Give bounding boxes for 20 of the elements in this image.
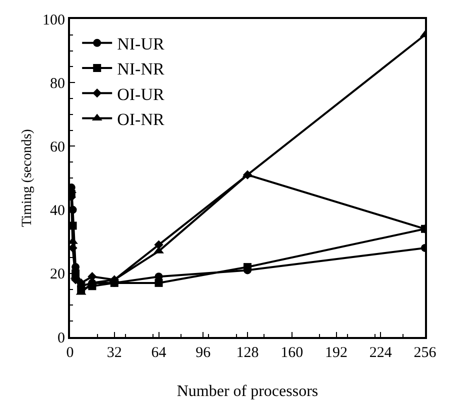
legend-label: NI-NR — [117, 60, 165, 79]
y-tick-label: 100 — [42, 12, 65, 28]
legend-label: OI-NR — [117, 110, 165, 129]
y-tick-label: 80 — [50, 76, 65, 92]
x-tick-label: 224 — [369, 345, 392, 361]
x-axis-title: Number of processors — [176, 383, 318, 400]
x-tick-label: 192 — [325, 345, 348, 361]
y-tick-label: 60 — [50, 139, 65, 156]
y-tick-label: 20 — [50, 266, 65, 283]
legend-label: OI-UR — [117, 84, 165, 104]
legend-label: NI-UR — [117, 34, 165, 54]
x-tick-label: 32 — [106, 345, 122, 361]
x-tick-label: 128 — [236, 345, 259, 361]
x-tick-label: 64 — [151, 345, 167, 361]
x-tick-label: 256 — [414, 345, 437, 361]
y-tick-label: 40 — [50, 203, 65, 220]
x-tick-label: 160 — [280, 345, 304, 361]
y-axis-title: Timing (seconds) — [20, 128, 35, 227]
y-tick-label: 0 — [58, 330, 65, 346]
x-tick-label: 96 — [196, 345, 212, 361]
